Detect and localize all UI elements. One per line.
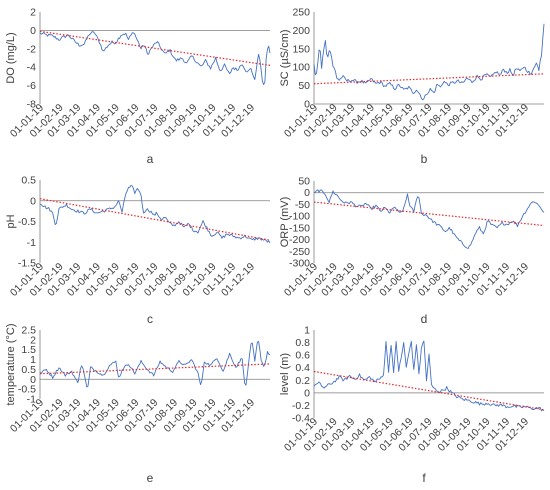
y-tick-label: 0.6 [295,350,310,362]
data-series-line [39,341,271,388]
linear-trendline [39,363,271,375]
panel-f-level: 10.80.60.40.20-0.2-0.401-01-1901-02-1901… [279,325,545,485]
y-tick-label: 0 [304,387,310,399]
y-axis-label: pH [5,214,17,228]
y-tick-label: 0.5 [21,175,36,187]
y-tick-label: -0.5 [18,216,36,228]
y-axis-label: SC (µS/cm) [279,29,291,86]
y-tick-label: 0 [30,195,36,207]
y-tick-label: 1 [304,325,310,337]
data-series-line [39,184,271,244]
panel-d-orp: 500-50-100-150-200-250-30001-01-1901-02-… [279,176,545,326]
y-axis-label: DO (mg/L) [5,32,17,83]
y-tick-label: -8 [27,99,36,111]
y-tick-label: -6 [27,80,36,92]
y-tick-label: -100 [289,211,310,223]
y-axis-label: ORP (mV) [279,197,291,248]
y-tick-label: 250 [292,7,310,19]
y-tick-label: -0.4 [292,413,310,425]
y-tick-label: 0.2 [295,375,310,387]
y-tick-label: 0 [30,25,36,37]
panel-label: b [421,152,428,166]
y-tick-label: -50 [295,199,310,211]
linear-trendline [313,73,545,85]
y-tick-label: 0 [304,187,310,199]
y-tick-label: -1.5 [18,258,36,270]
linear-trendline [313,201,545,227]
y-tick-label: 0.8 [295,337,310,349]
panel-a-dissolved-oxygen: 20-2-4-6-801-01-1901-02-1901-03-1901-04-… [5,7,271,166]
panel-label: a [147,152,154,166]
y-tick-label: -200 [289,234,310,246]
y-tick-label: 2 [30,7,36,19]
y-tick-label: -0.2 [292,400,310,412]
data-series-line [313,189,545,249]
y-tick-label: 50 [298,176,310,188]
y-tick-label: -150 [289,222,310,234]
linear-trendline [39,198,271,241]
y-tick-label: 100 [292,62,310,74]
panel-c-ph: 0.50-0.5-1-1.501-01-1901-02-1901-03-1901… [5,175,271,326]
data-series-line [39,31,271,86]
data-series-line [313,23,545,101]
panel-b-specific-conductance: 25020015010050001-01-1901-02-1901-03-190… [279,7,545,166]
y-tick-label: -2 [27,43,36,55]
y-axis-label: temperature (°C) [5,323,17,405]
y-tick-label: 1 [30,354,36,366]
y-axis-label: level (m) [279,353,291,395]
linear-trendline [39,30,271,66]
y-tick-label: -0.5 [18,384,36,396]
panel-e-temperature: 2.521.510.50-0.5-101-01-1901-02-1901-03-… [5,323,271,485]
panel-label: d [421,312,428,326]
data-series-line [313,340,545,412]
y-tick-label: -250 [289,246,310,258]
y-tick-label: 200 [292,25,310,37]
y-tick-label: 0 [304,99,310,111]
y-tick-label: 0 [30,374,36,386]
y-tick-label: 50 [298,80,310,92]
y-tick-label: 2 [30,334,36,346]
panel-label: c [147,312,153,326]
panel-label: f [422,471,426,485]
y-tick-label: -4 [27,62,36,74]
y-tick-label: 2.5 [21,325,36,337]
linear-trendline [313,370,545,411]
y-tick-label: 1.5 [21,344,36,356]
panel-label: e [147,471,154,485]
y-tick-label: -1 [27,237,36,249]
y-tick-label: 150 [292,43,310,55]
y-tick-label: 0.5 [21,364,36,376]
y-tick-label: 0.4 [295,362,310,374]
y-tick-label: -300 [289,258,310,270]
y-tick-label: -1 [27,394,36,406]
